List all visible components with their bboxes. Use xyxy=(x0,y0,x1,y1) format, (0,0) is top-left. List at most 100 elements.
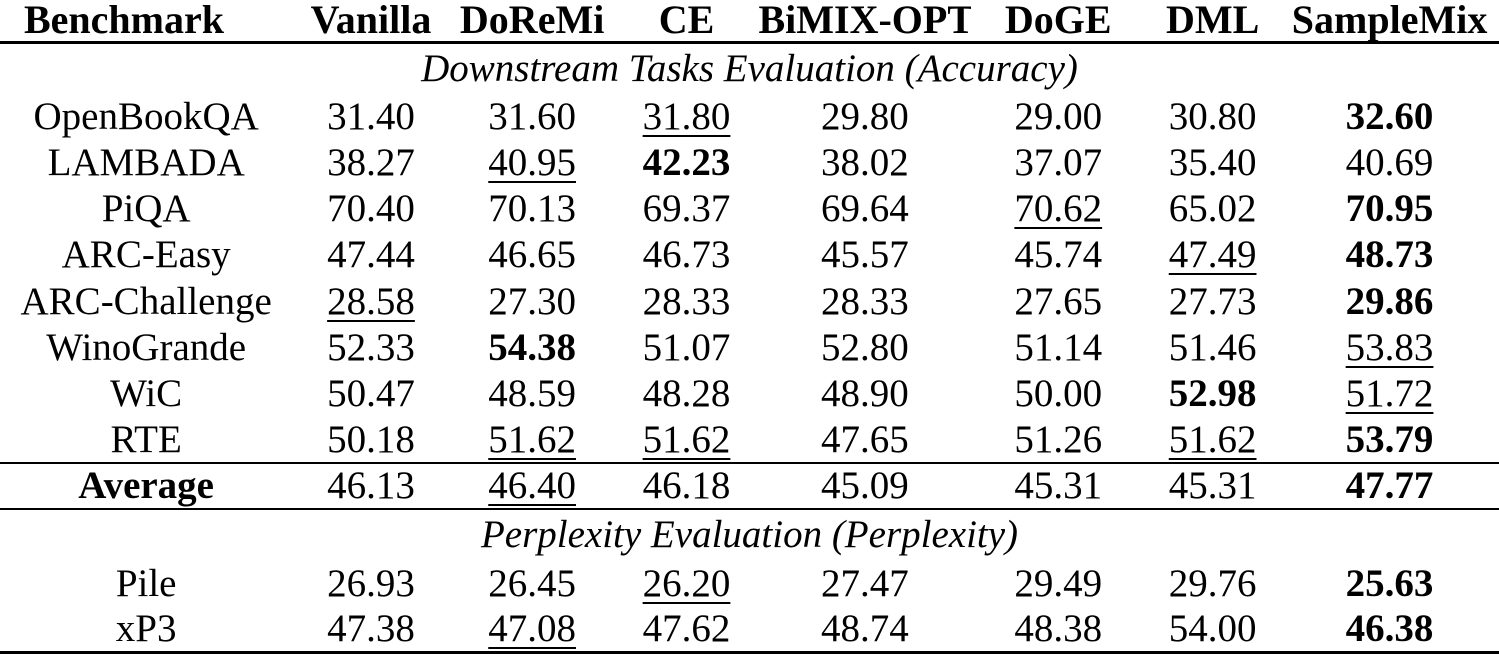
value-cell: 31.60 xyxy=(488,94,576,138)
value-cell: 27.65 xyxy=(1014,279,1103,323)
value-cell: 28.33 xyxy=(642,279,731,323)
value-cell: 70.40 xyxy=(327,187,415,231)
value-cell: 29.00 xyxy=(1014,94,1103,138)
value-cell: 52.33 xyxy=(327,325,415,369)
value-cell: 40.95 xyxy=(488,141,576,185)
value-cell: 27.47 xyxy=(821,561,909,605)
table-row: Pile 26.93 26.45 26.20 27.47 29.49 29.76 25.63 xyxy=(0,560,1499,606)
value-cell: 51.26 xyxy=(1014,417,1103,461)
value-cell: 69.64 xyxy=(821,187,909,231)
column-header-doremi: DoReMi xyxy=(459,0,605,42)
value-cell: 50.47 xyxy=(327,371,415,415)
value-cell: 47.77 xyxy=(1345,464,1434,508)
row-label: Pile xyxy=(115,561,177,605)
value-cell: 51.62 xyxy=(642,417,731,461)
value-cell: 51.62 xyxy=(1168,417,1257,461)
row-label: ARC-Challenge xyxy=(20,279,272,323)
value-cell: 54.00 xyxy=(1168,607,1257,651)
value-cell: 70.95 xyxy=(1345,187,1434,231)
value-cell: 65.02 xyxy=(1168,187,1257,231)
value-cell: 31.80 xyxy=(642,94,731,138)
value-cell: 47.62 xyxy=(642,607,731,651)
table-row: WinoGrande 52.33 54.38 51.07 52.80 51.14 51.46… xyxy=(0,324,1499,370)
value-cell: 53.83 xyxy=(1345,325,1434,369)
value-cell: 47.49 xyxy=(1168,233,1257,277)
section-title: Perplexity Evaluation (Perplexity) xyxy=(480,513,1019,557)
table-row: Average 46.13 46.40 46.18 45.09 45.31 45.31 47.… xyxy=(0,462,1499,509)
value-cell: 50.00 xyxy=(1014,371,1103,415)
row-label: LAMBADA xyxy=(47,141,245,185)
value-cell: 29.86 xyxy=(1345,279,1434,323)
table-row: ARC-Challenge 28.58 27.30 28.33 28.33 27.65 27… xyxy=(0,278,1499,324)
table-row: PiQA 70.40 70.13 69.37 69.64 70.62 65.02 70.95 xyxy=(0,186,1499,232)
value-cell: 27.30 xyxy=(488,279,576,323)
value-cell: 46.13 xyxy=(327,464,415,508)
value-cell: 47.08 xyxy=(488,607,576,651)
value-cell: 70.13 xyxy=(488,187,576,231)
value-cell: 29.80 xyxy=(821,94,909,138)
value-cell: 45.74 xyxy=(1014,233,1103,277)
value-cell: 53.79 xyxy=(1345,417,1434,461)
value-cell: 29.49 xyxy=(1014,561,1103,605)
column-header-vanilla: Vanilla xyxy=(310,0,432,42)
row-label: PiQA xyxy=(101,187,191,231)
value-cell: 48.73 xyxy=(1345,233,1434,277)
value-cell: 45.31 xyxy=(1168,464,1257,508)
value-cell: 45.09 xyxy=(821,464,909,508)
value-cell: 51.62 xyxy=(488,417,576,461)
value-cell: 51.07 xyxy=(642,325,731,369)
value-cell: 48.74 xyxy=(821,607,909,651)
column-header-dml: DML xyxy=(1165,0,1260,42)
table-row: WiC 50.47 48.59 48.28 48.90 50.00 52.98 51.72 xyxy=(0,370,1499,416)
value-cell: 52.98 xyxy=(1168,371,1257,415)
row-label: Average xyxy=(78,464,214,508)
value-cell: 32.60 xyxy=(1345,94,1434,138)
value-cell: 47.38 xyxy=(327,607,415,651)
table-body: Downstream Tasks Evaluation (Accuracy) Op… xyxy=(0,42,1499,653)
column-header-samplemix: SampleMix xyxy=(1291,0,1488,42)
value-cell: 42.23 xyxy=(642,141,731,185)
value-cell: 45.31 xyxy=(1014,464,1103,508)
value-cell: 46.73 xyxy=(642,233,731,277)
value-cell: 30.80 xyxy=(1168,94,1257,138)
value-cell: 69.37 xyxy=(642,187,731,231)
value-cell: 46.65 xyxy=(488,233,576,277)
value-cell: 26.20 xyxy=(642,561,731,605)
section-title-row: Downstream Tasks Evaluation (Accuracy) xyxy=(0,42,1499,93)
value-cell: 52.80 xyxy=(821,325,909,369)
value-cell: 37.07 xyxy=(1014,141,1103,185)
value-cell: 38.27 xyxy=(327,141,415,185)
value-cell: 45.57 xyxy=(821,233,909,277)
row-label: OpenBookQA xyxy=(33,94,259,138)
section-title-row: Perplexity Evaluation (Perplexity) xyxy=(0,509,1499,560)
table-row: LAMBADA 38.27 40.95 42.23 38.02 37.07 35.40 40.… xyxy=(0,139,1499,185)
column-header-bimix-opt: BiMIX-OPT xyxy=(758,0,972,42)
value-cell: 29.76 xyxy=(1168,561,1257,605)
value-cell: 48.38 xyxy=(1014,607,1103,651)
value-cell: 28.58 xyxy=(327,279,415,323)
table-row: RTE 50.18 51.62 51.62 47.65 51.26 51.62 53.79 xyxy=(0,417,1499,463)
row-label: WinoGrande xyxy=(46,325,247,369)
value-cell: 48.90 xyxy=(821,371,909,415)
table-row: xP3 47.38 47.08 47.62 48.74 48.38 54.00 46.38 xyxy=(0,606,1499,653)
value-cell: 47.44 xyxy=(327,233,415,277)
column-header-ce: CE xyxy=(658,0,715,42)
value-cell: 27.73 xyxy=(1168,279,1257,323)
value-cell: 26.93 xyxy=(327,561,415,605)
value-cell: 51.14 xyxy=(1014,325,1103,369)
column-header-doge: DoGE xyxy=(1004,0,1112,42)
value-cell: 54.38 xyxy=(488,325,576,369)
value-cell: 47.65 xyxy=(821,417,909,461)
value-cell: 38.02 xyxy=(821,141,909,185)
table-row: OpenBookQA 31.40 31.60 31.80 29.80 29.00 30.80… xyxy=(0,93,1499,139)
value-cell: 48.28 xyxy=(642,371,731,415)
row-label: xP3 xyxy=(115,607,177,651)
row-label: RTE xyxy=(110,417,182,461)
value-cell: 50.18 xyxy=(327,417,415,461)
value-cell: 40.69 xyxy=(1345,141,1434,185)
table-row: ARC-Easy 47.44 46.65 46.73 45.57 45.74 47.49 48… xyxy=(0,232,1499,278)
value-cell: 46.40 xyxy=(488,464,576,508)
section-title: Downstream Tasks Evaluation (Accuracy) xyxy=(421,46,1078,90)
value-cell: 28.33 xyxy=(821,279,909,323)
